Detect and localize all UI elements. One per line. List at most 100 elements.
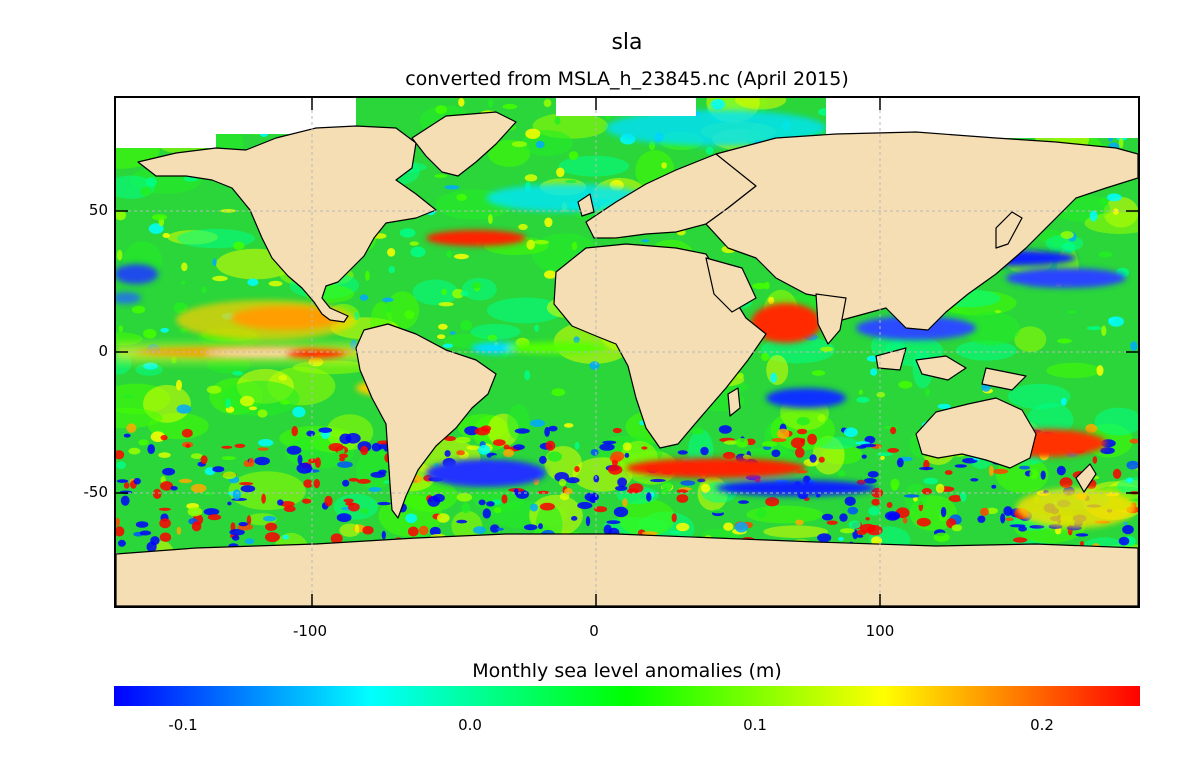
anomaly-eddy xyxy=(212,466,225,473)
anomaly-eddy xyxy=(826,520,838,525)
anomaly-eddy xyxy=(622,442,632,451)
anomaly-eddy xyxy=(138,439,149,446)
anomaly-eddy xyxy=(700,446,709,456)
anomaly-eddy xyxy=(571,516,578,521)
anomaly-eddy xyxy=(437,513,450,523)
anomaly-eddy xyxy=(348,502,360,512)
anomaly-blob xyxy=(1008,383,1071,409)
anomaly-blob xyxy=(1046,362,1101,379)
anomaly-eddy xyxy=(838,536,844,541)
anomaly-eddy xyxy=(487,334,498,342)
anomaly-eddy xyxy=(203,508,220,516)
anomaly-eddy xyxy=(677,450,688,455)
anomaly-eddy xyxy=(446,250,452,258)
anomaly-eddy xyxy=(723,440,739,445)
anomaly-eddy xyxy=(116,461,126,470)
anomaly-eddy xyxy=(187,507,203,517)
anomaly-eddy xyxy=(191,521,202,532)
anomaly-eddy xyxy=(116,526,125,537)
anomaly-eddy xyxy=(980,507,989,516)
anomaly-blob xyxy=(221,380,300,417)
anomaly-eddy xyxy=(1123,521,1128,525)
anomaly-eddy xyxy=(460,320,472,331)
anomaly-eddy xyxy=(357,478,371,484)
anomaly-eddy xyxy=(544,217,553,228)
anomaly-eddy xyxy=(710,99,726,110)
anomaly-eddy xyxy=(474,427,491,436)
anomaly-eddy xyxy=(145,177,157,187)
anomaly-blob xyxy=(1014,326,1047,352)
anomaly-eddy xyxy=(867,471,879,478)
anomaly-eddy xyxy=(954,464,967,468)
anomaly-eddy xyxy=(737,372,744,379)
anomaly-eddy xyxy=(409,241,419,246)
anomaly-eddy xyxy=(456,450,465,456)
anomaly-eddy xyxy=(482,508,491,519)
anomaly-eddy xyxy=(239,395,255,407)
anomaly-eddy xyxy=(1112,468,1122,479)
land-masses xyxy=(116,111,1138,606)
anomaly-eddy xyxy=(337,461,353,468)
anomaly-eddy xyxy=(362,525,374,535)
anomaly-eddy xyxy=(286,445,302,455)
anomaly-eddy xyxy=(538,523,543,530)
anomaly-eddy xyxy=(589,361,600,370)
anomaly-eddy xyxy=(244,538,255,545)
anomaly-eddy xyxy=(407,526,419,537)
anomaly-eddy xyxy=(537,490,550,495)
anomaly-eddy xyxy=(837,470,846,477)
anomaly-eddy xyxy=(381,530,386,540)
anomaly-eddy xyxy=(399,228,416,238)
anomaly-eddy xyxy=(371,442,381,452)
anomaly-eddy xyxy=(913,500,926,506)
anomaly-eddy xyxy=(856,534,864,538)
anomaly-eddy xyxy=(843,427,858,438)
anomaly-eddy xyxy=(718,425,732,434)
anomaly-eddy xyxy=(292,406,306,418)
anomaly-blob xyxy=(228,471,306,511)
anomaly-eddy xyxy=(441,288,447,296)
anomaly-eddy xyxy=(992,468,1009,475)
anomaly-eddy xyxy=(1126,460,1138,470)
anomaly-eddy xyxy=(763,445,772,450)
anomaly-blob xyxy=(470,323,521,340)
graticule xyxy=(116,98,1138,606)
anomaly-eddy xyxy=(571,241,578,251)
anomaly-eddy xyxy=(159,518,171,529)
anomaly-blob xyxy=(507,404,530,441)
north-america xyxy=(137,125,437,323)
anomaly-eddy xyxy=(248,457,255,467)
anomaly-eddy xyxy=(502,103,518,110)
anomaly-eddy xyxy=(948,495,963,502)
anomaly-eddy xyxy=(817,414,826,422)
anomaly-eddy xyxy=(159,532,172,542)
anomaly-eddy xyxy=(529,419,546,428)
anomaly-eddy xyxy=(548,425,558,432)
anomaly-eddy xyxy=(456,519,468,524)
anomaly-eddy xyxy=(558,478,567,487)
anomaly-eddy xyxy=(291,426,298,437)
anomaly-eddy xyxy=(887,448,900,453)
anomaly-eddy xyxy=(1129,438,1138,444)
anomaly-eddy xyxy=(231,535,240,541)
anomaly-eddy xyxy=(378,469,387,475)
x-tick-label: 0 xyxy=(589,622,599,640)
anomaly-eddy xyxy=(1005,517,1014,521)
map-canvas xyxy=(116,98,1138,606)
anomaly-eddy xyxy=(534,324,539,332)
anomaly-eddy xyxy=(518,223,528,231)
anomaly-eddy xyxy=(627,488,639,494)
anomaly-eddy xyxy=(1018,465,1031,470)
anomaly-eddy xyxy=(178,478,193,484)
anomaly-eddy xyxy=(455,436,471,444)
anomaly-eddy xyxy=(268,280,283,287)
anomaly-eddy xyxy=(280,399,290,405)
anomaly-eddy xyxy=(1085,423,1098,433)
anomaly-eddy xyxy=(246,515,252,526)
anomaly-eddy xyxy=(212,258,217,266)
anomaly-eddy xyxy=(1040,470,1046,480)
anomaly-eddy xyxy=(590,449,599,456)
y-tick-label: 0 xyxy=(98,342,108,360)
anomaly-blob xyxy=(558,155,630,177)
anomaly-eddy xyxy=(1092,456,1098,464)
